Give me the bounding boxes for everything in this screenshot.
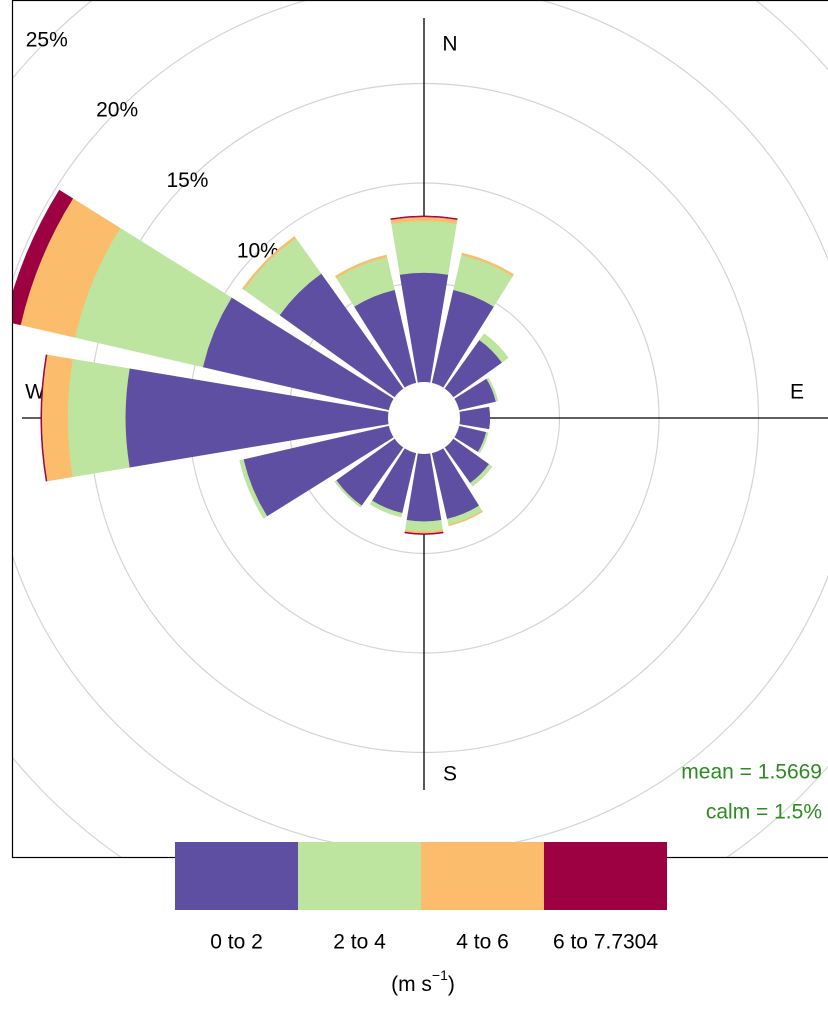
wind-segment (391, 221, 456, 275)
calm-hole (388, 382, 460, 454)
direction-label: N (442, 33, 457, 56)
wind-segment (405, 520, 443, 531)
annotation-calm: calm = 1.5% (706, 801, 822, 824)
r-tick-label: 15% (166, 169, 208, 192)
legend-unit-text: (m s (391, 973, 432, 996)
legend-unit-close: ) (448, 973, 455, 996)
annotation-mean: mean = 1.5669 (681, 761, 822, 784)
grid-circle (0, 0, 828, 952)
legend-swatch (421, 842, 544, 910)
legend-label: 6 to 7.7304 (553, 931, 658, 954)
legend-swatch (544, 842, 667, 910)
legend-swatch (175, 842, 298, 910)
legend-swatch (298, 842, 421, 910)
r-tick-label: 20% (96, 99, 138, 122)
direction-label: E (790, 381, 804, 404)
legend-unit: (m s−1) (391, 967, 455, 996)
wind-segment (460, 407, 490, 429)
r-tick-label: 25% (26, 28, 68, 51)
legend-label: 4 to 6 (456, 931, 509, 954)
legend-label: 0 to 2 (210, 931, 263, 954)
wind-segment (68, 359, 130, 477)
legend-unit-exponent: −1 (432, 967, 448, 983)
legend-label: 2 to 4 (333, 931, 386, 954)
direction-label: S (443, 763, 457, 786)
